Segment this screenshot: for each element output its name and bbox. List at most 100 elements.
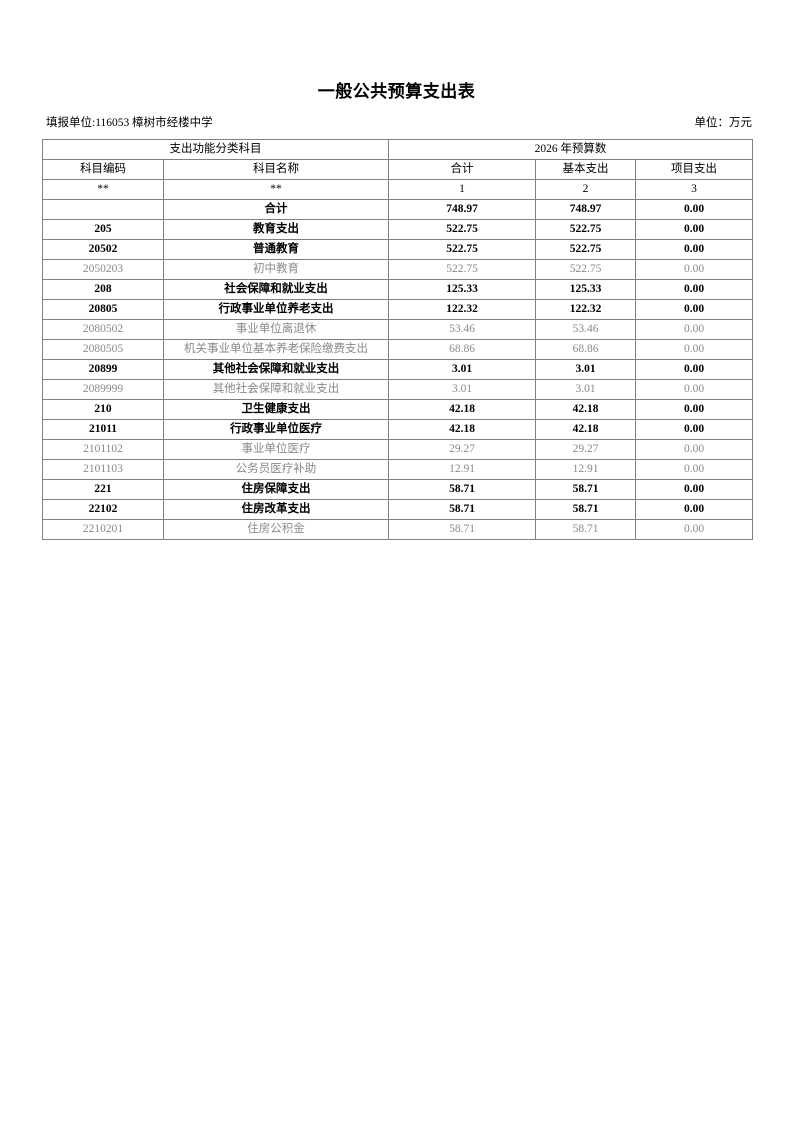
table-row: 2210201 住房公积金 58.71 58.71 0.00: [42, 519, 753, 540]
cell-basic: 522.75: [535, 219, 636, 240]
cell-name: 卫生健康支出: [163, 399, 389, 420]
cell-project: 0.00: [635, 459, 753, 480]
table-row: 2101103 公务员医疗补助 12.91 12.91 0.00: [42, 459, 753, 480]
cell-total: 522.75: [388, 219, 536, 240]
cell-basic: 12.91: [535, 459, 636, 480]
table-column-number-row: ** ** 1 2 3: [42, 179, 753, 200]
cell-basic: 58.71: [535, 479, 636, 500]
cell-name: 住房公积金: [163, 519, 389, 540]
cell-name: 机关事业单位基本养老保险缴费支出: [163, 339, 389, 360]
cell-code: 2101102: [42, 439, 164, 460]
cell-code: 205: [42, 219, 164, 240]
table-row: 210 卫生健康支出 42.18 42.18 0.00: [42, 399, 753, 420]
cell-basic: 58.71: [535, 519, 636, 540]
table-column-header-row: 科目编码 科目名称 合计 基本支出 项目支出: [42, 159, 753, 180]
cell-project: 0.00: [635, 259, 753, 280]
cell-name: 教育支出: [163, 219, 389, 240]
budget-expenditure-table: 支出功能分类科目 2026 年预算数 科目编码 科目名称 合计 基本支出 项目支…: [42, 139, 753, 540]
cell-code: 208: [42, 279, 164, 300]
cell-name: 合计: [163, 199, 389, 220]
cell-name: 行政事业单位医疗: [163, 419, 389, 440]
table-body: 合计 748.97 748.97 0.00 205 教育支出 522.75 522.75 0.0…: [42, 199, 753, 540]
reporting-unit-label: 填报单位:116053 樟树市经楼中学: [46, 117, 213, 129]
table-row: 20805 行政事业单位养老支出 122.32 122.32 0.00: [42, 299, 753, 320]
cell-basic: 125.33: [535, 279, 636, 300]
cell-basic: 42.18: [535, 419, 636, 440]
cell-total: 3.01: [388, 379, 536, 400]
header-code: 科目编码: [42, 159, 164, 180]
cell-name: 公务员医疗补助: [163, 459, 389, 480]
budget-table-container: 支出功能分类科目 2026 年预算数 科目编码 科目名称 合计 基本支出 项目支…: [42, 139, 753, 540]
cell-basic: 122.32: [535, 299, 636, 320]
cell-basic: 522.75: [535, 239, 636, 260]
cell-total: 12.91: [388, 459, 536, 480]
cell-code: 2080502: [42, 319, 164, 340]
header-total: 合计: [388, 159, 536, 180]
cell-basic: 58.71: [535, 499, 636, 520]
table-row: 208 社会保障和就业支出 125.33 125.33 0.00: [42, 279, 753, 300]
cell-name: 普通教育: [163, 239, 389, 260]
cell-total: 125.33: [388, 279, 536, 300]
cell-code: 22102: [42, 499, 164, 520]
cell-total: 42.18: [388, 399, 536, 420]
cell-total: 58.71: [388, 479, 536, 500]
cell-project: 0.00: [635, 359, 753, 380]
header-classification-group: 支出功能分类科目: [42, 139, 389, 160]
cell-total: 122.32: [388, 299, 536, 320]
table-row: 2080502 事业单位离退休 53.46 53.46 0.00: [42, 319, 753, 340]
table-row: 21011 行政事业单位医疗 42.18 42.18 0.00: [42, 419, 753, 440]
cell-name: 其他社会保障和就业支出: [163, 379, 389, 400]
cell-name: 事业单位医疗: [163, 439, 389, 460]
cell-name: 初中教育: [163, 259, 389, 280]
cell-total: 748.97: [388, 199, 536, 220]
cell-code: 210: [42, 399, 164, 420]
cell-name: 其他社会保障和就业支出: [163, 359, 389, 380]
table-row: 2101102 事业单位医疗 29.27 29.27 0.00: [42, 439, 753, 460]
cell-basic: 522.75: [535, 259, 636, 280]
colnum-basic: 2: [535, 179, 636, 200]
cell-code: 20899: [42, 359, 164, 380]
cell-basic: 748.97: [535, 199, 636, 220]
cell-code: 20805: [42, 299, 164, 320]
cell-name: 行政事业单位养老支出: [163, 299, 389, 320]
document-meta-row: 填报单位:116053 樟树市经楼中学 单位：万元: [42, 114, 752, 132]
table-header-group: 支出功能分类科目 2026 年预算数 科目编码 科目名称 合计 基本支出 项目支…: [42, 139, 753, 200]
cell-code: 2080505: [42, 339, 164, 360]
table-row: 合计 748.97 748.97 0.00: [42, 199, 753, 220]
cell-total: 29.27: [388, 439, 536, 460]
table-row: 20899 其他社会保障和就业支出 3.01 3.01 0.00: [42, 359, 753, 380]
table-row: 2050203 初中教育 522.75 522.75 0.00: [42, 259, 753, 280]
header-basic-expenditure: 基本支出: [535, 159, 636, 180]
cell-total: 522.75: [388, 239, 536, 260]
table-row: 20502 普通教育 522.75 522.75 0.00: [42, 239, 753, 260]
table-row: 2089999 其他社会保障和就业支出 3.01 3.01 0.00: [42, 379, 753, 400]
table-row: 205 教育支出 522.75 522.75 0.00: [42, 219, 753, 240]
header-project-expenditure: 项目支出: [635, 159, 753, 180]
cell-total: 522.75: [388, 259, 536, 280]
cell-code: 20502: [42, 239, 164, 260]
cell-total: 68.86: [388, 339, 536, 360]
cell-name: 社会保障和就业支出: [163, 279, 389, 300]
cell-project: 0.00: [635, 219, 753, 240]
cell-total: 58.71: [388, 519, 536, 540]
cell-total: 3.01: [388, 359, 536, 380]
cell-total: 53.46: [388, 319, 536, 340]
table-row: 22102 住房改革支出 58.71 58.71 0.00: [42, 499, 753, 520]
header-budget-year-group: 2026 年预算数: [388, 139, 753, 160]
cell-project: 0.00: [635, 419, 753, 440]
cell-project: 0.00: [635, 239, 753, 260]
cell-name: 事业单位离退休: [163, 319, 389, 340]
page-title: 一般公共预算支出表: [317, 82, 476, 101]
cell-name: 住房保障支出: [163, 479, 389, 500]
cell-basic: 3.01: [535, 359, 636, 380]
cell-project: 0.00: [635, 519, 753, 540]
cell-project: 0.00: [635, 399, 753, 420]
cell-code: [42, 199, 164, 220]
cell-basic: 29.27: [535, 439, 636, 460]
cell-code: 2210201: [42, 519, 164, 540]
cell-code: 2089999: [42, 379, 164, 400]
cell-project: 0.00: [635, 199, 753, 220]
colnum-code: **: [42, 179, 164, 200]
cell-code: 2101103: [42, 459, 164, 480]
